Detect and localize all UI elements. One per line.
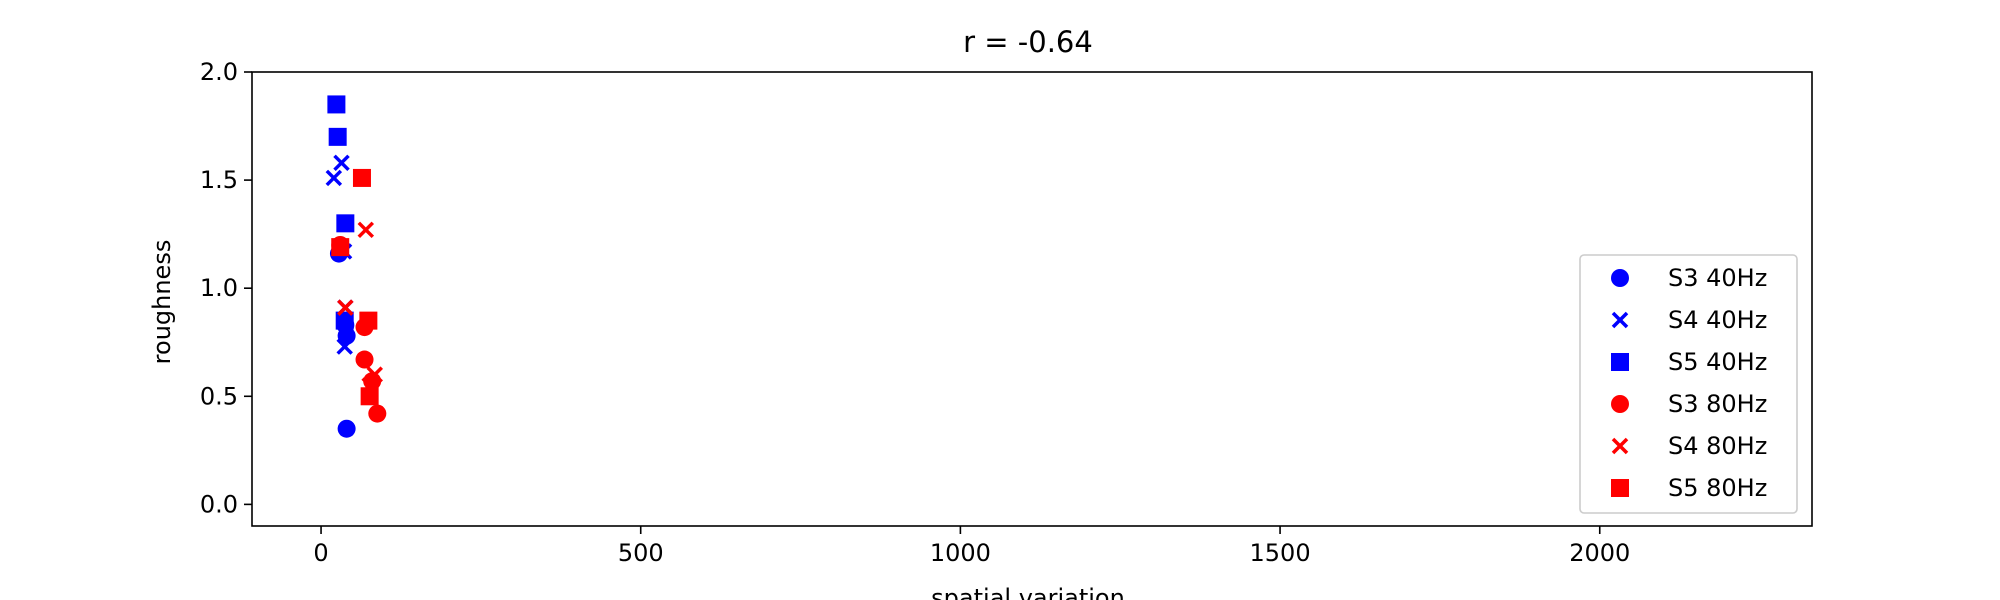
data-point: [352, 168, 371, 187]
y-tick-label: 2.0: [200, 58, 238, 86]
y-axis-label: roughness: [148, 240, 176, 365]
x-marker-stroke: [325, 169, 343, 187]
data-point: [337, 419, 356, 438]
axes-frame: [251, 71, 1813, 527]
data-point: [357, 221, 375, 239]
chart-title: r = -0.64: [963, 25, 1093, 59]
legend-marker: [1611, 395, 1629, 413]
plot-area: 0 500 1000 1500 2000 0.0 0.5 1.0 1.5 2.0 S3 40Hz S4…: [200, 58, 1813, 567]
legend-box: [1579, 254, 1798, 514]
legend-label: S5 40Hz: [1668, 348, 1767, 376]
legend-marker: [1611, 479, 1629, 497]
x-axis-label: spatial variation: [931, 584, 1125, 600]
y-tick-label: 1.5: [200, 166, 238, 194]
legend-item: S5 80Hz: [1611, 474, 1767, 502]
data-point: [333, 154, 350, 172]
data-point: [360, 387, 379, 406]
legend-item: S5 40Hz: [1611, 348, 1767, 376]
legend-label: S5 80Hz: [1668, 474, 1767, 502]
data-point: [355, 350, 374, 369]
data-point: [331, 238, 350, 257]
legend-item: S3 80Hz: [1611, 390, 1767, 418]
data-point: [336, 338, 353, 355]
data-point: [325, 169, 343, 187]
x-tick-label: 1000: [930, 539, 991, 567]
x-tick-label: 2000: [1569, 539, 1630, 567]
data-point: [359, 311, 378, 330]
legend-label: S4 40Hz: [1668, 306, 1767, 334]
legend-item: S3 40Hz: [1611, 264, 1767, 292]
data-point: [335, 311, 354, 330]
legend-item: S4 80Hz: [1611, 432, 1767, 460]
x-marker-stroke: [336, 338, 353, 355]
x-marker-stroke: [337, 299, 354, 316]
y-tick-label: 0.0: [200, 490, 238, 518]
y-tick-label: 1.0: [200, 274, 238, 302]
data-point: [368, 404, 387, 423]
x-marker-stroke: [333, 154, 350, 172]
data-point: [366, 366, 383, 383]
data-point: [328, 127, 347, 146]
data-point: [336, 214, 355, 233]
legend-label: S3 80Hz: [1668, 390, 1767, 418]
legend-marker: [1611, 437, 1629, 455]
x-marker-stroke: [357, 221, 375, 239]
data-point: [327, 95, 346, 114]
y-tick-label: 0.5: [200, 382, 238, 410]
legend-marker: [1611, 353, 1629, 371]
legend-label: S3 40Hz: [1668, 264, 1767, 292]
legend-label: S4 80Hz: [1668, 432, 1767, 460]
x-marker-stroke: [1611, 437, 1629, 455]
x-tick-label: 500: [618, 539, 664, 567]
x-marker-stroke: [1611, 311, 1629, 329]
legend-marker: [1611, 269, 1629, 287]
legend-item: S4 40Hz: [1611, 306, 1767, 334]
x-tick-label: 0: [313, 539, 328, 567]
x-marker-stroke: [366, 366, 383, 383]
x-tick-label: 1500: [1250, 539, 1311, 567]
legend-marker: [1611, 311, 1629, 329]
data-point: [337, 299, 354, 316]
legend: S3 40Hz S4 40Hz S5 40Hz S3 80Hz S4 80Hz S5 80…: [1579, 254, 1798, 514]
